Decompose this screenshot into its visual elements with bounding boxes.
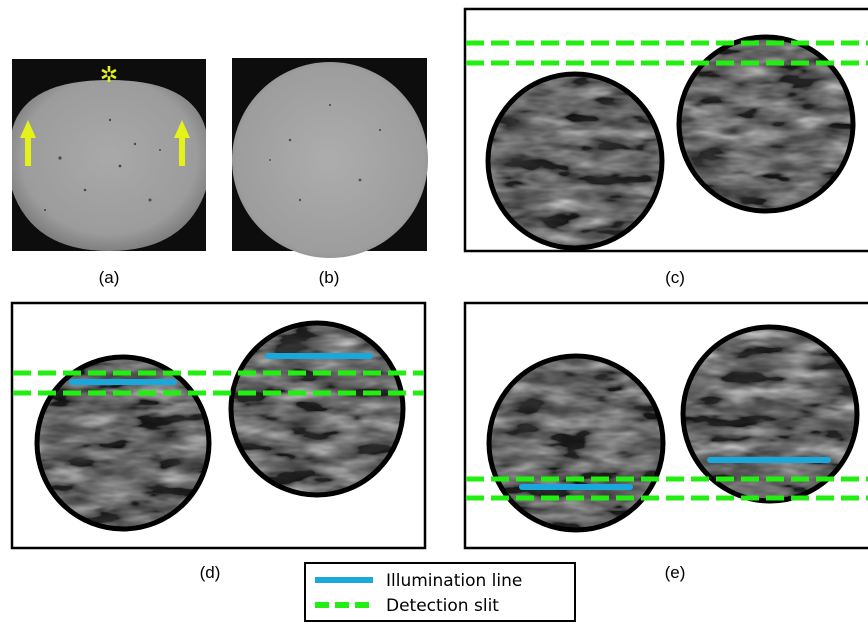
panel-b: (b): [232, 58, 428, 287]
legend: Illumination line Detection slit: [304, 562, 576, 622]
panel-e-right-disc: [680, 324, 860, 504]
panel-d-right-disc: [228, 320, 406, 498]
panel-b-dark-specks: [269, 103, 382, 202]
panel-a-dark-specks: [43, 118, 161, 212]
legend-illumination-label: Illumination line: [386, 571, 522, 591]
panel-c: (c): [463, 7, 868, 287]
panel-c-caption: (c): [665, 268, 685, 287]
panel-a-fundus-disc: [12, 80, 206, 251]
panel-c-left-disc: [485, 71, 665, 251]
panel-d-caption: (d): [200, 563, 221, 582]
panel-d-left-disc: [34, 354, 212, 532]
panel-a-asterisk-marker: ✲: [100, 63, 118, 88]
panel-b-caption: (b): [319, 268, 340, 287]
panel-c-right-disc: [676, 34, 856, 214]
panel-a-right-arrow-icon: [174, 120, 190, 166]
legend-box: [304, 562, 576, 622]
panel-d: (d): [10, 301, 427, 582]
panel-a-caption: (a): [99, 268, 120, 287]
panel-e-caption: (e): [665, 563, 686, 582]
panel-a: ✲ (a): [12, 59, 206, 287]
legend-detection-label: Detection slit: [386, 596, 499, 616]
panel-b-fundus-disc: [232, 62, 428, 258]
panel-e-left-disc: [486, 353, 666, 533]
panel-a-left-arrow-icon: [20, 120, 36, 166]
panel-e: (e): [463, 301, 868, 582]
